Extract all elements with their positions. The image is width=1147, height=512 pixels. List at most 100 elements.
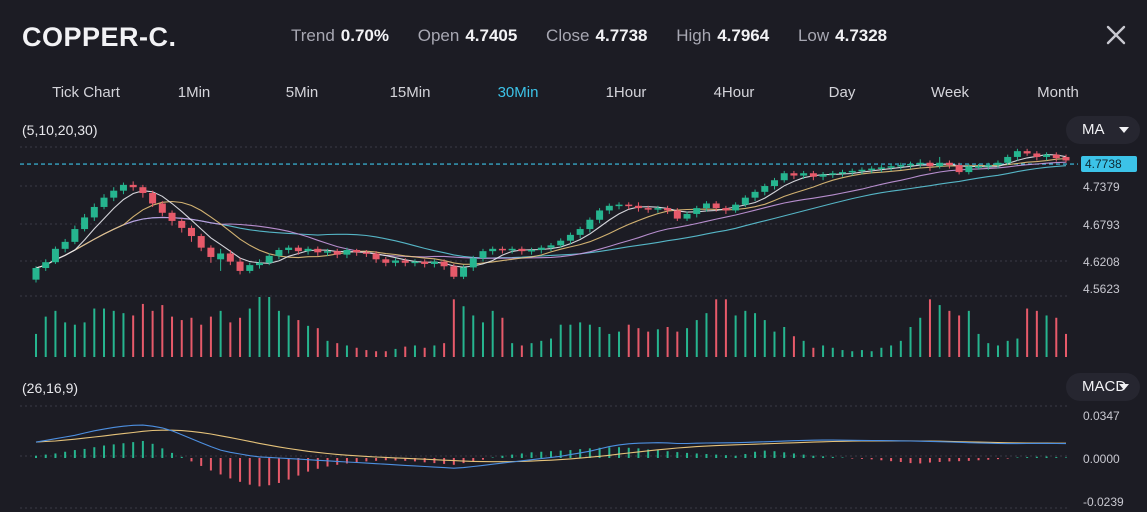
macd-histogram-bar <box>375 458 378 461</box>
candle-body <box>712 203 720 209</box>
macd-histogram-bar <box>472 458 475 462</box>
candle <box>333 248 341 259</box>
macd-histogram-bar <box>365 458 368 462</box>
candle-body <box>780 173 788 181</box>
macd-indicator-dropdown[interactable]: MACD <box>1066 373 1140 401</box>
macd-histogram-bar <box>355 458 358 463</box>
macd-histogram-bar <box>394 458 397 461</box>
candle-body <box>401 260 409 263</box>
tab-5min[interactable]: 5Min <box>285 84 319 101</box>
stat-trend: Trend 0.70% <box>291 26 389 46</box>
candle <box>654 205 662 213</box>
tab-1hour[interactable]: 1Hour <box>605 84 647 101</box>
macd-tick-label: 0.0000 <box>1083 452 1120 466</box>
candle <box>809 170 817 181</box>
candle-body <box>965 166 973 173</box>
volume-bar <box>258 297 261 357</box>
macd-histogram-bar <box>686 452 689 458</box>
volume-bar <box>1035 310 1038 357</box>
volume-bar <box>83 322 86 357</box>
candle-body <box>664 208 672 211</box>
candle-body <box>848 170 856 173</box>
volume-bar <box>928 299 931 357</box>
tab-month[interactable]: Month <box>1037 84 1079 101</box>
candle-body <box>372 253 380 260</box>
volume-bar <box>977 333 980 357</box>
volume-bar <box>812 347 815 357</box>
macd-histogram-bar <box>996 458 999 460</box>
macd-histogram-bar <box>695 453 698 458</box>
candle-body <box>897 165 905 167</box>
ma-indicator-dropdown[interactable]: MA <box>1066 116 1140 144</box>
tab-1min[interactable]: 1Min <box>177 84 211 101</box>
chevron-down-icon <box>1119 384 1129 390</box>
candle-body <box>479 251 487 259</box>
candle <box>226 249 234 266</box>
candle <box>644 205 652 213</box>
macd-histogram-bar <box>307 458 310 472</box>
macd-histogram-bar <box>938 458 941 462</box>
candle <box>71 225 79 245</box>
macd-histogram-bar <box>219 458 222 475</box>
candle-body <box>129 184 137 188</box>
macd-histogram-bar <box>754 451 757 458</box>
candle-body <box>1004 156 1012 163</box>
candle <box>984 162 992 170</box>
candle <box>537 245 545 254</box>
macd-histogram-bar <box>316 458 319 469</box>
candle <box>800 170 808 180</box>
candle-body <box>557 240 565 246</box>
volume-bar <box>996 345 999 357</box>
macd-histogram-bar <box>190 458 193 462</box>
candle <box>197 233 205 252</box>
tab-30min[interactable]: 30Min <box>497 84 539 101</box>
candle-body <box>119 184 127 191</box>
candle-body <box>508 248 516 251</box>
macd-histogram-bar <box>608 447 611 458</box>
macd-histogram-bar <box>443 458 446 464</box>
candle-body <box>42 262 50 269</box>
candle-body <box>139 187 147 194</box>
volume-bar <box>511 343 514 357</box>
close-icon[interactable] <box>1103 22 1129 48</box>
candle <box>722 205 730 214</box>
candle <box>498 246 506 254</box>
macd-histogram-bar <box>287 458 290 480</box>
chart-header: COPPER-C. Trend 0.70% Open 4.7405 Close 4.7… <box>0 0 1147 72</box>
candle-body <box>255 262 263 266</box>
macd-histogram-bar <box>715 454 718 458</box>
macd-histogram-bar <box>569 450 572 458</box>
volume-bar <box>550 338 552 357</box>
tab-15min[interactable]: 15Min <box>389 84 431 101</box>
tab-week[interactable]: Week <box>930 84 970 101</box>
current-price-tag: 4.7738 <box>1081 156 1137 173</box>
candle <box>877 165 885 173</box>
candle <box>1043 152 1051 161</box>
volume-bar <box>472 315 475 357</box>
volume-bar <box>705 313 708 357</box>
volume-bar <box>598 327 601 357</box>
macd-histogram-bar <box>860 458 863 459</box>
candle <box>129 181 137 191</box>
candle <box>100 194 108 210</box>
tab-day[interactable]: Day <box>828 84 856 101</box>
macd-histogram-bar <box>588 448 591 458</box>
candle-body <box>528 249 536 252</box>
candle <box>382 256 390 267</box>
stat-value: 4.7964 <box>717 26 770 45</box>
volume-bar <box>579 322 582 357</box>
tab-tick-chart[interactable]: Tick Chart <box>52 84 120 101</box>
tab-4hour[interactable]: 4Hour <box>713 84 755 101</box>
volume-bar <box>73 324 76 357</box>
candle-body <box>839 172 847 174</box>
candle <box>246 262 254 274</box>
volume-bar <box>132 315 135 357</box>
candle <box>615 202 623 210</box>
candle-body <box>353 249 361 253</box>
macd-histogram-bar <box>831 456 834 458</box>
macd-histogram-bar <box>248 458 251 485</box>
volume-bar <box>277 310 280 357</box>
candle <box>440 259 448 270</box>
volume-bar <box>608 333 611 357</box>
